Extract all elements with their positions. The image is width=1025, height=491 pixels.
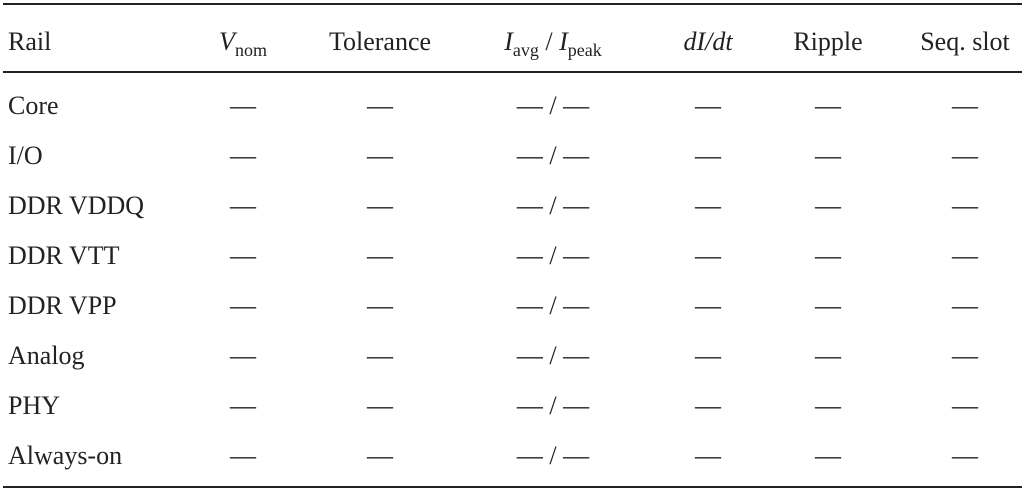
table-cell: — [230, 141, 256, 170]
table-cell: — / — [516, 341, 590, 370]
table-cell: — [367, 191, 393, 220]
row-label: I/O [8, 141, 43, 170]
row-label: Analog [8, 341, 85, 370]
table-cell: — [952, 141, 978, 170]
header-cell: Seq. slot [920, 27, 1010, 57]
table-cell: — [695, 341, 721, 370]
table-cell: — [695, 291, 721, 320]
header-text: V [219, 27, 235, 56]
table-cell: — [952, 391, 978, 420]
table-cell: — [695, 141, 721, 170]
table-cell: — [230, 391, 256, 420]
header-cell: Iavg / Ipeak [504, 27, 602, 60]
row-label: Always-on [8, 441, 123, 470]
header-cell: Tolerance [329, 27, 431, 57]
row-label: DDR VPP [8, 291, 117, 320]
header-text: / [538, 27, 560, 56]
table-cell: — / — [516, 91, 590, 120]
table-cell: — [695, 241, 721, 270]
header-text: I [504, 27, 513, 56]
table-cell: — [367, 291, 393, 320]
bottom-rule [3, 486, 1022, 488]
row-label: DDR VTT [8, 241, 120, 270]
table-cell: — / — [516, 391, 590, 420]
header-cell: Vnom [219, 27, 267, 60]
table-cell: — [230, 441, 256, 470]
table-cell: — [815, 191, 841, 220]
table-cell: — / — [516, 441, 590, 470]
table-cell: — [367, 391, 393, 420]
table-cell: — [815, 291, 841, 320]
header-text: dI/dt [683, 27, 733, 56]
table-cell: — [952, 341, 978, 370]
table-cell: — / — [516, 141, 590, 170]
table-cell: — [952, 91, 978, 120]
table-cell: — [367, 91, 393, 120]
table-cell: — [815, 241, 841, 270]
table-cell: — [815, 91, 841, 120]
header-text: Tolerance [328, 27, 432, 56]
header-cell: Ripple [793, 27, 862, 57]
table-cell: — [367, 241, 393, 270]
table-cell: — [952, 241, 978, 270]
table-cell: — [952, 441, 978, 470]
table-cell: — [367, 441, 393, 470]
header-cell: Rail [8, 27, 51, 57]
header-text: peak [567, 40, 602, 60]
table-cell: — [952, 291, 978, 320]
table-cell: — [695, 391, 721, 420]
top-rule [3, 3, 1022, 5]
table-cell: — [695, 441, 721, 470]
table-cell: — / — [516, 241, 590, 270]
table-cell: — [230, 241, 256, 270]
table-cell: — [695, 91, 721, 120]
table-cell: — [952, 191, 978, 220]
table-cell: — [815, 141, 841, 170]
table-cell: — [695, 191, 721, 220]
table-cell: — [367, 141, 393, 170]
table-cell: — [230, 91, 256, 120]
header-cell: dI/dt [683, 27, 732, 57]
row-label: Core [8, 91, 59, 120]
table-cell: — [367, 341, 393, 370]
table-cell: — / — [516, 191, 590, 220]
table-cell: — [230, 191, 256, 220]
header-text: Ripple [793, 27, 863, 56]
table-cell: — [815, 391, 841, 420]
header-text: Rail [8, 27, 52, 56]
table-cell: — [815, 341, 841, 370]
header-text: I [559, 27, 568, 56]
row-label: DDR VDDQ [8, 191, 145, 220]
table-cell: — [230, 291, 256, 320]
header-text: Seq. slot [920, 27, 1010, 56]
header-text: avg [512, 40, 539, 60]
row-label: PHY [8, 391, 61, 420]
mid-rule [3, 71, 1022, 73]
table-cell: — [815, 441, 841, 470]
table-cell: — [230, 341, 256, 370]
table-cell: — / — [516, 291, 590, 320]
header-text: nom [234, 40, 267, 60]
